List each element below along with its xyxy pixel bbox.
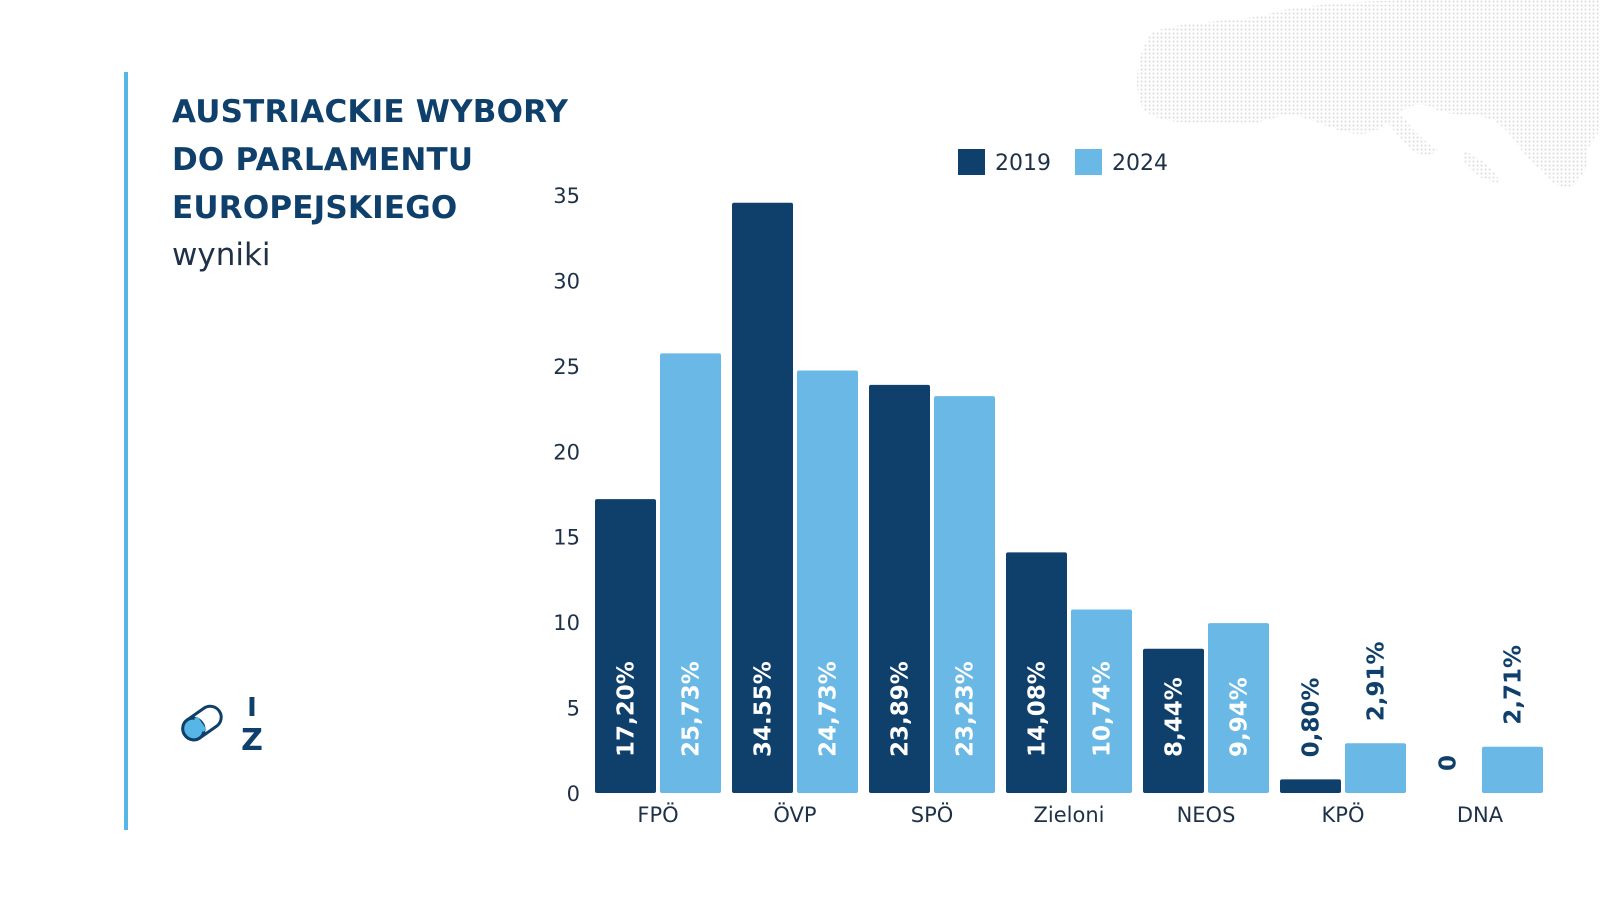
bar-value-label-NEOS-2024: 9,94% [1227, 677, 1253, 757]
y-axis: 0 5 10 15 20 25 30 35 [553, 184, 580, 806]
legend-swatch-2019 [958, 149, 985, 175]
bar-value-label-Zieloni-2024: 10,74% [1090, 661, 1116, 757]
logo-svg: I Z [181, 693, 263, 758]
bar-value-label-NEOS-2019: 8,44% [1162, 677, 1188, 757]
europe-map-svg [1136, 0, 1600, 188]
bar-NEOS-2024 [1208, 623, 1269, 793]
x-category-label-DNA: DNA [1457, 803, 1504, 827]
bar-ÖVP-2019 [732, 202, 793, 793]
x-axis: FPÖ ÖVP SPÖ Zieloni NEOS KPÖ DNA [637, 802, 1503, 827]
bar-NEOS-2019 [1143, 648, 1204, 793]
page-title-line-1: AUSTRIACKIE WYBORY [172, 94, 569, 130]
bar-SPÖ-2019 [869, 384, 930, 793]
x-category-label-SPÖ: SPÖ [911, 802, 954, 827]
page-title-line-3: EUROPEJSKIEGO [172, 190, 458, 226]
bar-value-label-ÖVP-2019: 34.55% [751, 661, 777, 757]
y-tick-label: 20 [553, 440, 580, 464]
x-category-label-FPÖ: FPÖ [637, 802, 678, 827]
bar-value-label-Zieloni-2019: 14,08% [1025, 661, 1051, 757]
legend-swatch-2024 [1075, 149, 1102, 175]
bar-Zieloni-2024 [1071, 609, 1132, 793]
bar-value-label-SPÖ-2024: 23,23% [953, 661, 979, 757]
bar-value-label-FPÖ-2019: 17,20% [614, 661, 640, 757]
accent-line [124, 72, 128, 830]
capsule-logo-icon: I Z [180, 688, 276, 758]
y-tick-label: 25 [553, 355, 580, 379]
bar-value-label-FPÖ-2024: 25,73% [679, 661, 705, 757]
bar-Zieloni-2019 [1006, 552, 1067, 793]
y-tick-label: 35 [553, 184, 580, 208]
bar-ÖVP-2024 [797, 370, 858, 793]
bar-FPÖ-2019 [595, 499, 656, 793]
bar-value-label-ÖVP-2024: 24,73% [816, 661, 842, 757]
title-block: AUSTRIACKIE WYBORY DO PARLAMENTU EUROPEJ… [172, 88, 592, 278]
bar-SPÖ-2024 [934, 396, 995, 793]
bar-DNA-2024 [1482, 746, 1543, 793]
y-tick-label: 0 [567, 782, 580, 806]
europe-map-decoration [1132, 0, 1600, 210]
bar-value-label-KPÖ-2019: 0,80% [1299, 678, 1325, 758]
bar-labels-group: 17,20% 25,73% 34.55% 24,73% 23,89% 23,23% 14,0… [614, 641, 1527, 771]
bar-value-label-DNA-2024: 2,71% [1501, 645, 1527, 725]
bar-FPÖ-2024 [660, 353, 721, 793]
bar-value-label-SPÖ-2019: 23,89% [888, 661, 914, 757]
logo-letter-i: I [247, 693, 257, 723]
y-tick-label: 30 [553, 269, 580, 293]
y-tick-label: 15 [553, 526, 580, 550]
chart-legend: 2019 2024 [958, 149, 1168, 176]
y-tick-label: 10 [553, 611, 580, 635]
bars-group [595, 202, 1543, 793]
bar-KPÖ-2024 [1345, 743, 1406, 793]
y-tick-label: 5 [567, 697, 580, 721]
legend-label-2019: 2019 [995, 151, 1051, 176]
x-category-label-KPÖ: KPÖ [1322, 802, 1365, 827]
bar-value-label-KPÖ-2024: 2,91% [1364, 641, 1390, 721]
bar-KPÖ-2019 [1280, 779, 1341, 793]
page-subtitle: wyniki [172, 237, 271, 273]
x-category-label-Zieloni: Zieloni [1034, 803, 1105, 827]
page-title-line-2: DO PARLAMENTU [172, 142, 474, 178]
legend-label-2024: 2024 [1112, 151, 1168, 176]
x-category-label-ÖVP: ÖVP [773, 802, 816, 827]
bar-value-label-DNA-2019: 0 [1436, 755, 1462, 771]
logo-letter-z: Z [241, 723, 263, 758]
x-category-label-NEOS: NEOS [1177, 803, 1236, 827]
